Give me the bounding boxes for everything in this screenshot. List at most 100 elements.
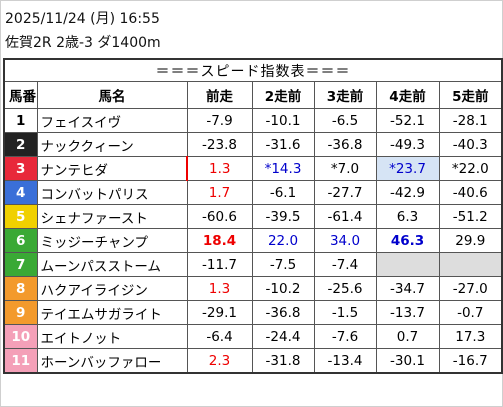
empty-cell <box>438 252 503 277</box>
column-header: 3走前 <box>313 81 377 109</box>
speed-index: -13.4 <box>313 348 377 374</box>
horse-row: 6 ミッジーチャンプ 18.4 22.0 34.0 46.3 29.9 <box>3 228 503 253</box>
column-header: 4走前 <box>375 81 440 109</box>
speed-index: -28.1 <box>438 108 503 133</box>
speed-index: -49.3 <box>375 132 440 157</box>
speed-index: -23.8 <box>186 132 253 157</box>
speed-index: -6.4 <box>186 324 253 349</box>
speed-index: -31.6 <box>251 132 315 157</box>
speed-index: *22.0 <box>438 156 503 181</box>
title-row: ＝＝＝スピード指数表＝＝＝ <box>3 58 503 82</box>
speed-index: -34.7 <box>375 276 440 301</box>
speed-index: -11.7 <box>186 252 253 277</box>
horse-number: 3 <box>3 156 38 181</box>
speed-index: -24.4 <box>251 324 315 349</box>
speed-index: -1.5 <box>313 300 377 325</box>
speed-index: -7.4 <box>313 252 377 277</box>
speed-index: -40.3 <box>438 132 503 157</box>
horse-number: 11 <box>3 348 38 374</box>
speed-index: -7.6 <box>313 324 377 349</box>
speed-index: 17.3 <box>438 324 503 349</box>
speed-index: 22.0 <box>251 228 315 253</box>
speed-index: 1.7 <box>186 180 253 205</box>
speed-index: -61.4 <box>313 204 377 229</box>
horse-row: 7 ムーンパスストーム -11.7 -7.5 -7.4 <box>3 252 503 277</box>
speed-index: -36.8 <box>313 132 377 157</box>
horse-row: 1 フェイスイヴ -7.9 -10.1 -6.5 -52.1 -28.1 <box>3 108 503 133</box>
speed-index: 34.0 <box>313 228 377 253</box>
horse-row: 5 シェナファースト -60.6 -39.5 -61.4 6.3 -51.2 <box>3 204 503 229</box>
horse-number: 5 <box>3 204 38 229</box>
speed-index: -13.7 <box>375 300 440 325</box>
horse-number: 7 <box>3 252 38 277</box>
speed-table: ＝＝＝スピード指数表＝＝＝ 馬番 馬名 前走 2走前 3走前 4走前 5走前 1 フェイスイヴ -7… <box>3 58 503 374</box>
speed-index: -7.9 <box>186 108 253 133</box>
speed-index: -39.5 <box>251 204 315 229</box>
horse-number: 1 <box>3 108 38 133</box>
speed-index: 18.4 <box>186 228 253 253</box>
horse-name: コンバットパリス <box>36 180 188 205</box>
horse-row: 3 ナンテヒダ 1.3 *14.3 *7.0 *23.7 *22.0 <box>3 156 503 181</box>
horse-row: 10 エイトノット -6.4 -24.4 -7.6 0.7 17.3 <box>3 324 503 349</box>
speed-index: -10.1 <box>251 108 315 133</box>
horse-name: フェイスイヴ <box>36 108 188 133</box>
race-info: 佐賀2R 2歳-3 ダ1400m <box>5 35 161 51</box>
horse-name: ホーンバッファロー <box>36 348 188 374</box>
speed-index: 2.3 <box>186 348 253 374</box>
speed-index: *7.0 <box>313 156 377 181</box>
speed-index: -25.6 <box>313 276 377 301</box>
speed-index: -16.7 <box>438 348 503 374</box>
horse-number: 4 <box>3 180 38 205</box>
speed-index: -51.2 <box>438 204 503 229</box>
speed-index: -60.6 <box>186 204 253 229</box>
speed-index: 46.3 <box>375 228 440 253</box>
speed-index: *23.7 <box>375 156 440 181</box>
column-header: 馬番 <box>3 81 38 109</box>
speed-index: 1.3 <box>186 156 253 181</box>
column-header: 馬名 <box>36 81 188 109</box>
horse-name: ミッジーチャンプ <box>36 228 188 253</box>
empty-cell <box>375 252 440 277</box>
horse-number: 10 <box>3 324 38 349</box>
speed-index: 1.3 <box>186 276 253 301</box>
horse-row: 4 コンバットパリス 1.7 -6.1 -27.7 -42.9 -40.6 <box>3 180 503 205</box>
speed-index: -6.1 <box>251 180 315 205</box>
speed-index: -30.1 <box>375 348 440 374</box>
speed-index: -27.7 <box>313 180 377 205</box>
speed-index: -40.6 <box>438 180 503 205</box>
horse-number: 2 <box>3 132 38 157</box>
horse-row: 11 ホーンバッファロー 2.3 -31.8 -13.4 -30.1 -16.7 <box>3 348 503 374</box>
horse-name: エイトノット <box>36 324 188 349</box>
horse-name: ムーンパスストーム <box>36 252 188 277</box>
horse-name: ハクアイライジン <box>36 276 188 301</box>
horse-number: 6 <box>3 228 38 253</box>
horse-row: 8 ハクアイライジン 1.3 -10.2 -25.6 -34.7 -27.0 <box>3 276 503 301</box>
speed-index: 29.9 <box>438 228 503 253</box>
horse-number: 9 <box>3 300 38 325</box>
speed-index: *14.3 <box>251 156 315 181</box>
horse-name: ナッククィーン <box>36 132 188 157</box>
speed-index: -6.5 <box>313 108 377 133</box>
speed-index: -27.0 <box>438 276 503 301</box>
speed-index: -36.8 <box>251 300 315 325</box>
speed-index: -0.7 <box>438 300 503 325</box>
horse-row: 2 ナッククィーン -23.8 -31.6 -36.8 -49.3 -40.3 <box>3 132 503 157</box>
speed-index: 6.3 <box>375 204 440 229</box>
speed-index: -31.8 <box>251 348 315 374</box>
datetime: 2025/11/24 (月) 16:55 <box>5 11 160 27</box>
table-title: ＝＝＝スピード指数表＝＝＝ <box>3 58 503 82</box>
speed-index: -29.1 <box>186 300 253 325</box>
column-header: 5走前 <box>438 81 503 109</box>
speed-index: -10.2 <box>251 276 315 301</box>
speed-index: -7.5 <box>251 252 315 277</box>
horse-number: 8 <box>3 276 38 301</box>
horse-name: シェナファースト <box>36 204 188 229</box>
column-header: 2走前 <box>251 81 315 109</box>
speed-index: -42.9 <box>375 180 440 205</box>
horse-name: ナンテヒダ <box>36 156 188 181</box>
horse-row: 9 テイエムサガライト -29.1 -36.8 -1.5 -13.7 -0.7 <box>3 300 503 325</box>
header-row: 馬番 馬名 前走 2走前 3走前 4走前 5走前 <box>3 81 503 109</box>
column-header: 前走 <box>186 81 253 109</box>
speed-index: -52.1 <box>375 108 440 133</box>
